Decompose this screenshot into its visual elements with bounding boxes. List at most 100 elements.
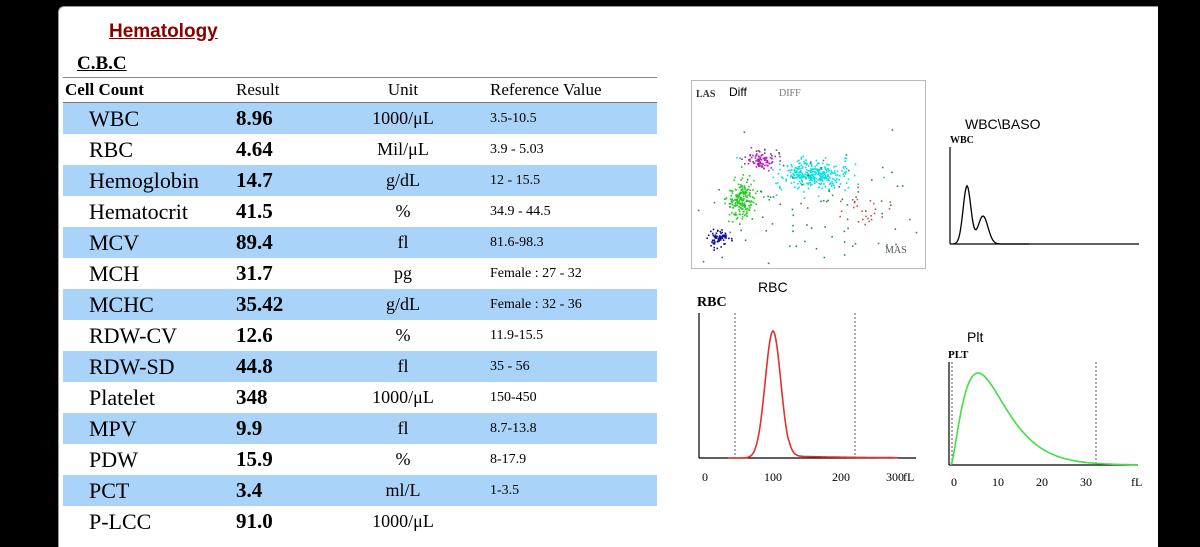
- row-result: 31.7: [236, 261, 273, 285]
- row-reference: 11.9-15.5: [490, 327, 544, 343]
- scatter-point: [796, 168, 799, 170]
- row-reference: 35 - 56: [478, 351, 657, 382]
- scatter-point: [811, 165, 813, 167]
- scatter-point: [796, 160, 799, 163]
- scatter-point: [807, 170, 810, 172]
- scatter-point: [857, 183, 859, 185]
- scatter-point: [750, 146, 753, 149]
- table-body: WBC 8.96 1000/μL 3.5-10.5 RBC 4.64 Mil/μL 3.9 -…: [63, 102, 657, 538]
- scatter-point: [764, 164, 766, 167]
- scatter-point: [755, 203, 757, 205]
- scatter-point: [805, 177, 807, 180]
- scatter-point: [810, 178, 812, 181]
- scatter-point: [801, 172, 804, 174]
- scatter-point: [864, 223, 866, 226]
- scatter-point: [832, 172, 835, 174]
- scatter-point: [823, 256, 826, 259]
- scatter-point: [769, 196, 772, 198]
- scatter-point: [752, 162, 755, 164]
- scatter-point: [751, 218, 754, 220]
- scatter-point: [707, 234, 710, 237]
- scatter-point: [806, 207, 809, 209]
- scatter-point: [802, 165, 804, 168]
- scatter-point: [746, 212, 748, 215]
- scatter-point: [801, 179, 803, 181]
- scatter-point: [856, 205, 858, 207]
- scatter-point: [804, 173, 807, 176]
- scatter-point: [827, 174, 829, 176]
- row-reference: 1-3.5: [478, 475, 657, 506]
- scatter-point: [818, 186, 820, 189]
- scatter-point: [818, 182, 821, 185]
- scatter-point: [794, 166, 797, 169]
- scatter-point: [712, 234, 715, 237]
- scatter-point: [741, 218, 744, 220]
- scatter-point: [806, 224, 808, 226]
- scatter-point: [697, 209, 700, 212]
- scatter-point: [834, 174, 837, 176]
- scatter-point: [743, 192, 746, 195]
- scatter-point: [828, 190, 830, 193]
- scatter-point: [713, 246, 715, 249]
- section-title: Hematology: [109, 21, 218, 42]
- scatter-point: [742, 195, 745, 198]
- scatter-point: [738, 194, 740, 196]
- scatter-point: [809, 182, 812, 184]
- scatter-point: [710, 245, 712, 247]
- scatter-point: [776, 182, 779, 184]
- scatter-point: [813, 174, 816, 176]
- scatter-point: [743, 204, 746, 207]
- scatter-point: [801, 180, 803, 183]
- scatter-point: [745, 192, 748, 194]
- scatter-point: [760, 166, 763, 168]
- scatter-point: [779, 163, 781, 165]
- scatter-point: [806, 182, 808, 185]
- scatter-point: [825, 171, 828, 173]
- scatter-point: [817, 173, 819, 176]
- table-row: MPV 9.9 fl 8.7-13.8: [63, 413, 657, 444]
- scatter-point: [723, 198, 726, 200]
- rbc-histogram: 0 100 200 300 fL: [698, 313, 916, 484]
- scatter-point: [758, 160, 760, 162]
- scatter-point: [794, 186, 796, 188]
- scatter-point: [813, 178, 815, 180]
- scatter-point: [828, 164, 830, 166]
- scatter-point: [821, 176, 823, 178]
- scatter-point: [818, 174, 821, 177]
- scatter-point: [828, 189, 830, 192]
- scatter-point: [731, 211, 733, 214]
- scatter-point: [806, 171, 809, 174]
- diff-scatter-plot: [691, 80, 926, 269]
- row-result: 15.9: [236, 447, 273, 471]
- scatter-point: [851, 199, 854, 201]
- scatter-point: [821, 173, 823, 176]
- scatter-point: [820, 178, 822, 180]
- table-row: RDW-SD 44.8 fl 35 - 56: [63, 351, 657, 382]
- scatter-point: [818, 172, 820, 174]
- scatter-point: [822, 159, 825, 162]
- scatter-point: [724, 202, 726, 205]
- scatter-point: [764, 152, 766, 154]
- scatter-point: [767, 262, 770, 265]
- scatter-point: [760, 162, 762, 165]
- row-name: Hemoglobin: [63, 165, 236, 196]
- scatter-point: [713, 239, 716, 241]
- table-row: PCT 3.4 ml/L 1-3.5: [63, 475, 657, 506]
- scatter-point: [746, 189, 748, 192]
- scatter-point: [801, 175, 804, 177]
- scatter-point: [835, 179, 837, 182]
- scatter-point: [736, 201, 739, 204]
- scatter-point: [861, 210, 863, 213]
- scatter-point: [742, 192, 744, 194]
- scatter-point: [748, 194, 751, 196]
- scatter-point: [721, 229, 723, 231]
- scatter-point: [762, 163, 764, 165]
- scatter-point: [748, 205, 750, 207]
- scatter-point: [743, 202, 746, 204]
- scatter-point: [799, 167, 801, 170]
- scatter-point: [740, 189, 743, 192]
- scatter-point: [792, 214, 795, 217]
- scatter-point: [810, 169, 812, 171]
- row-reference: 34.9 - 44.5: [490, 203, 551, 219]
- scatter-point: [761, 216, 764, 218]
